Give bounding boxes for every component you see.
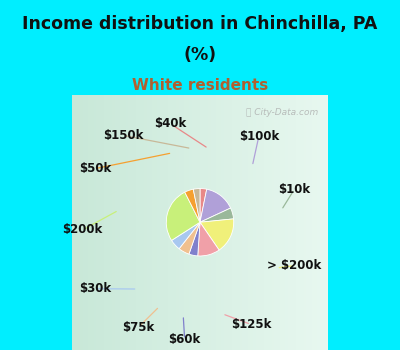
Wedge shape (185, 189, 200, 222)
Text: > $200k: > $200k (268, 259, 322, 272)
Text: $100k: $100k (239, 130, 279, 143)
Text: $75k: $75k (122, 321, 155, 334)
Wedge shape (198, 222, 219, 256)
Wedge shape (179, 222, 200, 254)
Text: $50k: $50k (79, 162, 111, 175)
Wedge shape (172, 222, 200, 249)
Wedge shape (200, 219, 234, 250)
Wedge shape (200, 189, 230, 222)
Text: White residents: White residents (132, 78, 268, 92)
Text: Income distribution in Chinchilla, PA: Income distribution in Chinchilla, PA (22, 15, 378, 33)
Text: $200k: $200k (62, 223, 102, 236)
Wedge shape (193, 189, 200, 222)
Text: (%): (%) (184, 46, 216, 64)
Text: $125k: $125k (231, 318, 271, 331)
Text: $150k: $150k (103, 129, 144, 142)
Text: $60k: $60k (168, 333, 201, 346)
Wedge shape (200, 208, 234, 222)
Wedge shape (166, 192, 200, 240)
Text: ⓘ City-Data.com: ⓘ City-Data.com (246, 108, 318, 117)
Text: $40k: $40k (154, 117, 187, 131)
Wedge shape (200, 189, 207, 222)
Text: $10k: $10k (278, 183, 310, 196)
Wedge shape (189, 222, 200, 256)
Text: $30k: $30k (79, 282, 111, 295)
